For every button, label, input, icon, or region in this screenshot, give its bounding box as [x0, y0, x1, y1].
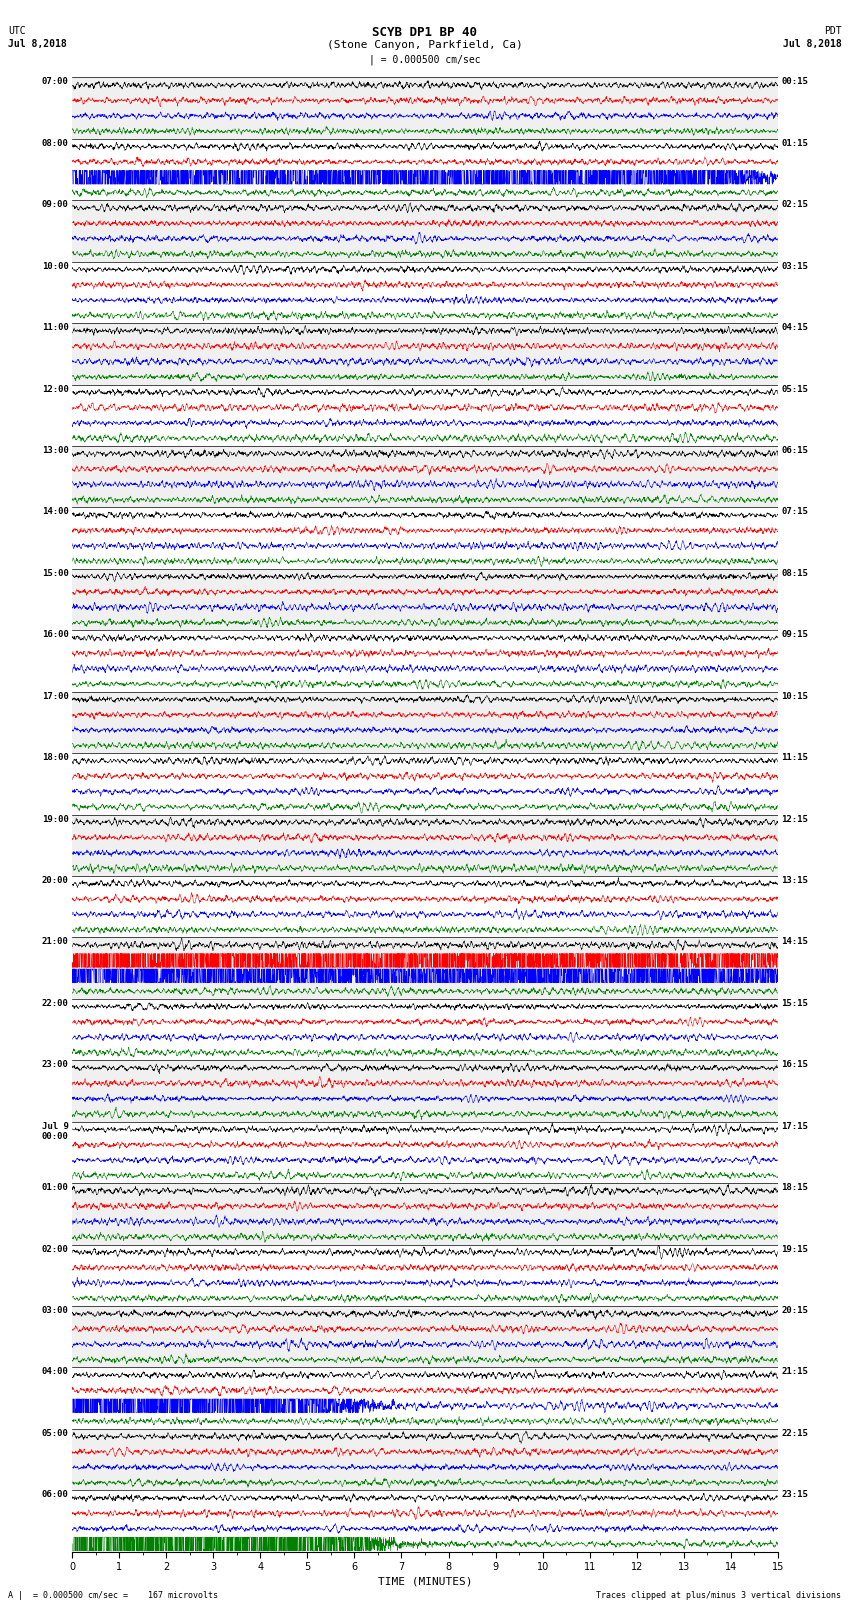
Bar [72, 1245, 778, 1307]
Text: 09:00: 09:00 [42, 200, 69, 210]
Text: 07:00: 07:00 [42, 77, 69, 87]
Text: | = 0.000500 cm/sec: | = 0.000500 cm/sec [369, 55, 481, 66]
Bar [72, 569, 778, 631]
Text: 18:15: 18:15 [781, 1184, 808, 1192]
Text: 15:00: 15:00 [42, 569, 69, 577]
Text: 07:15: 07:15 [781, 508, 808, 516]
Text: 04:15: 04:15 [781, 323, 808, 332]
Bar [72, 447, 778, 508]
X-axis label: TIME (MINUTES): TIME (MINUTES) [377, 1576, 473, 1586]
Text: 02:00: 02:00 [42, 1245, 69, 1253]
Text: 08:00: 08:00 [42, 139, 69, 148]
Bar [72, 876, 778, 937]
Text: 21:00: 21:00 [42, 937, 69, 947]
Text: 22:00: 22:00 [42, 998, 69, 1008]
Text: 18:00: 18:00 [42, 753, 69, 761]
Text: 14:15: 14:15 [781, 937, 808, 947]
Bar [72, 1121, 778, 1184]
Text: 13:00: 13:00 [42, 447, 69, 455]
Text: 16:00: 16:00 [42, 631, 69, 639]
Text: 00:15: 00:15 [781, 77, 808, 87]
Bar [72, 692, 778, 753]
Text: 17:15: 17:15 [781, 1121, 808, 1131]
Text: 11:00: 11:00 [42, 323, 69, 332]
Text: 11:15: 11:15 [781, 753, 808, 761]
Text: 16:15: 16:15 [781, 1060, 808, 1069]
Text: 10:15: 10:15 [781, 692, 808, 700]
Bar [72, 631, 778, 692]
Bar [72, 139, 778, 200]
Bar [72, 200, 778, 261]
Text: 10:00: 10:00 [42, 261, 69, 271]
Text: 21:15: 21:15 [781, 1368, 808, 1376]
Text: (Stone Canyon, Parkfield, Ca): (Stone Canyon, Parkfield, Ca) [327, 40, 523, 50]
Bar [72, 508, 778, 569]
Bar [72, 937, 778, 998]
Text: 02:15: 02:15 [781, 200, 808, 210]
Text: 03:15: 03:15 [781, 261, 808, 271]
Text: Jul 8,2018: Jul 8,2018 [783, 39, 842, 48]
Text: 06:00: 06:00 [42, 1490, 69, 1498]
Bar [72, 261, 778, 323]
Text: PDT: PDT [824, 26, 842, 35]
Text: 03:00: 03:00 [42, 1307, 69, 1315]
Bar [72, 384, 778, 447]
Text: 19:00: 19:00 [42, 815, 69, 824]
Text: 12:15: 12:15 [781, 815, 808, 824]
Bar [72, 998, 778, 1060]
Text: 15:15: 15:15 [781, 998, 808, 1008]
Bar [72, 1429, 778, 1490]
Text: 08:15: 08:15 [781, 569, 808, 577]
Text: 13:15: 13:15 [781, 876, 808, 886]
Text: 14:00: 14:00 [42, 508, 69, 516]
Text: 05:15: 05:15 [781, 384, 808, 394]
Text: 01:00: 01:00 [42, 1184, 69, 1192]
Text: 06:15: 06:15 [781, 447, 808, 455]
Text: 09:15: 09:15 [781, 631, 808, 639]
Bar [72, 753, 778, 815]
Text: 20:00: 20:00 [42, 876, 69, 886]
Text: 19:15: 19:15 [781, 1245, 808, 1253]
Text: 22:15: 22:15 [781, 1429, 808, 1437]
Bar [72, 1184, 778, 1245]
Bar [72, 1307, 778, 1368]
Bar [72, 323, 778, 384]
Bar [72, 77, 778, 139]
Text: SCYB DP1 BP 40: SCYB DP1 BP 40 [372, 26, 478, 39]
Text: 01:15: 01:15 [781, 139, 808, 148]
Text: 23:15: 23:15 [781, 1490, 808, 1498]
Text: A |  = 0.000500 cm/sec =    167 microvolts: A | = 0.000500 cm/sec = 167 microvolts [8, 1590, 218, 1600]
Text: Traces clipped at plus/minus 3 vertical divisions: Traces clipped at plus/minus 3 vertical … [597, 1590, 842, 1600]
Text: 23:00: 23:00 [42, 1060, 69, 1069]
Bar [72, 1368, 778, 1429]
Text: Jul 9
00:00: Jul 9 00:00 [42, 1121, 69, 1140]
Bar [72, 815, 778, 876]
Text: 04:00: 04:00 [42, 1368, 69, 1376]
Text: 05:00: 05:00 [42, 1429, 69, 1437]
Bar [72, 1060, 778, 1121]
Text: 17:00: 17:00 [42, 692, 69, 700]
Text: 20:15: 20:15 [781, 1307, 808, 1315]
Text: Jul 8,2018: Jul 8,2018 [8, 39, 67, 48]
Bar [72, 1490, 778, 1552]
Text: UTC: UTC [8, 26, 26, 35]
Text: 12:00: 12:00 [42, 384, 69, 394]
